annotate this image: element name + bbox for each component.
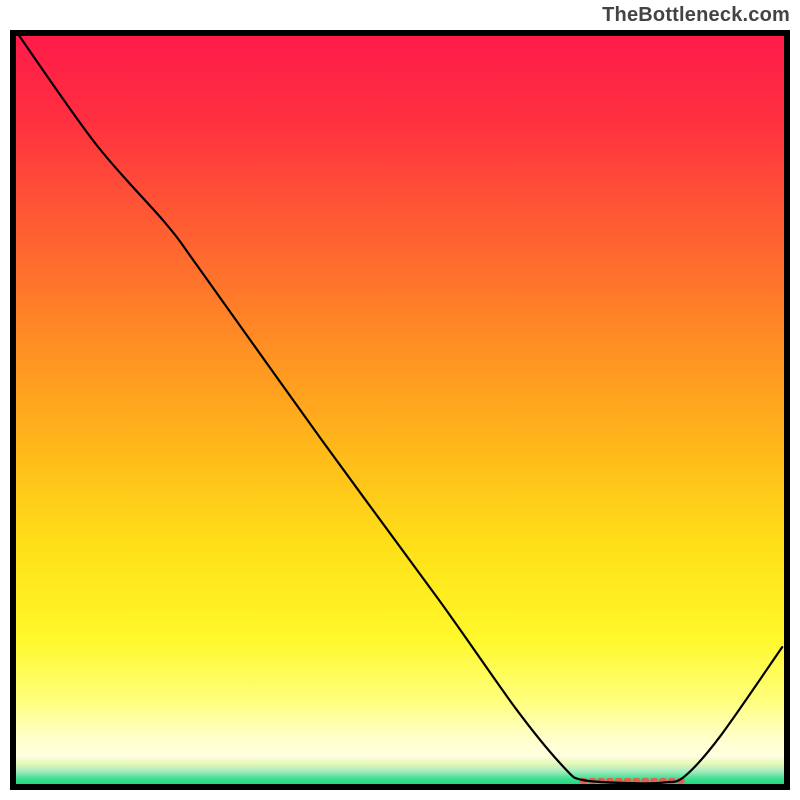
bottleneck-chart: TheBottleneck.com [0,0,800,800]
chart-svg [0,0,800,800]
gradient-background [10,30,790,790]
plot-area [10,30,790,790]
attribution-text: TheBottleneck.com [602,4,790,27]
